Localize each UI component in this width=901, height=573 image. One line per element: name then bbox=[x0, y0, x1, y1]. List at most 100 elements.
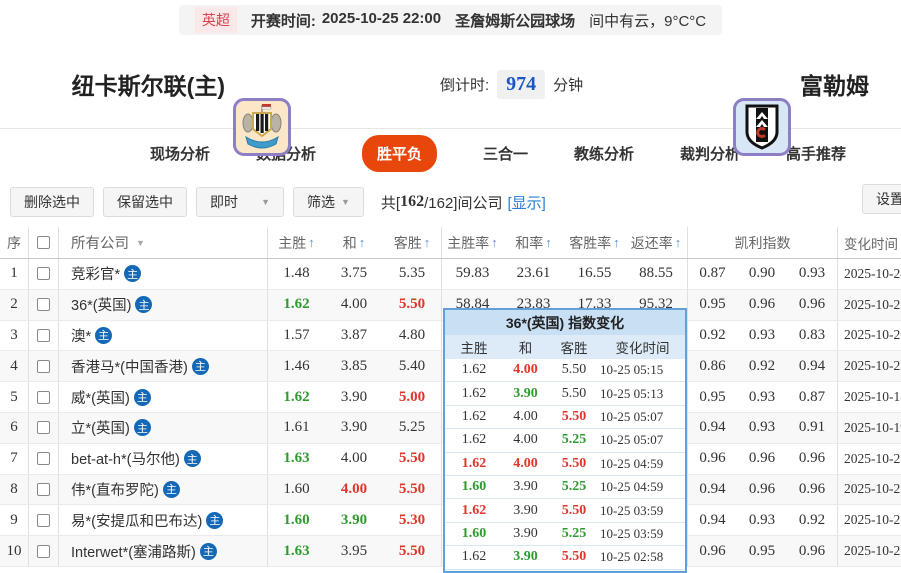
company-cell[interactable]: 威*(英国) 主 bbox=[58, 382, 267, 412]
delete-selected-button[interactable]: 删除选中 bbox=[10, 187, 94, 217]
home-odds: 1.46 bbox=[267, 351, 325, 382]
company-cell[interactable]: Interwet*(塞浦路斯) 主 bbox=[58, 536, 267, 566]
company-cell[interactable]: 香港马*(中国香港) 主 bbox=[58, 351, 267, 382]
sort-up-icon: ↑ bbox=[358, 235, 366, 250]
time-filter-select[interactable]: 即时 ▼ bbox=[196, 187, 284, 217]
kelly-away: 0.92 bbox=[798, 511, 826, 528]
row-checkbox[interactable] bbox=[37, 452, 50, 466]
row-checkbox-cell bbox=[28, 412, 58, 443]
company-cell[interactable]: 竞彩官* 主 bbox=[58, 259, 267, 289]
tab-裁判分析[interactable]: 裁判分析 bbox=[680, 146, 741, 163]
kelly-draw: 0.96 bbox=[748, 450, 776, 467]
row-checkbox[interactable] bbox=[37, 544, 50, 558]
col-away-win[interactable]: 客胜 ↑ bbox=[393, 234, 431, 251]
kelly-draw: 0.93 bbox=[748, 511, 776, 528]
popup-odds-row: 1.62 3.90 5.50 10-25 03:59 bbox=[445, 499, 685, 523]
company-cell[interactable]: 易*(安提瓜和巴布达) 主 bbox=[58, 505, 267, 536]
settings-button[interactable]: 设置 bbox=[862, 184, 901, 214]
companies-total: 162 bbox=[400, 193, 425, 210]
odds-row[interactable]: 5 威*(英国) 主 1.62 3.90 5.00 0.95 0.93 0.87… bbox=[0, 382, 901, 413]
row-checkbox[interactable] bbox=[37, 328, 50, 342]
popup-change-time: 10-25 03:59 bbox=[600, 525, 664, 541]
home-badge-icon: 主 bbox=[133, 388, 151, 406]
tab-三合一[interactable]: 三合一 bbox=[482, 146, 528, 163]
companies-count: 共[162/162]间公司 [显示] bbox=[381, 192, 546, 213]
row-checkbox-cell bbox=[28, 320, 58, 351]
company-cell[interactable]: bet-at-h*(马尔他) 主 bbox=[58, 443, 267, 474]
company-name: 36*(英国) bbox=[71, 298, 132, 315]
company-cell[interactable]: 伟*(直布罗陀) 主 bbox=[58, 474, 267, 505]
tab-教练分析[interactable]: 教练分析 bbox=[574, 146, 635, 163]
home-rate bbox=[441, 412, 503, 443]
kelly-home: 0.96 bbox=[687, 536, 737, 566]
row-checkbox[interactable] bbox=[37, 298, 50, 312]
league-badge[interactable]: 英超 bbox=[194, 7, 237, 33]
tab-胜平负[interactable]: 胜平负 bbox=[361, 135, 437, 172]
kelly-away: 0.96 bbox=[798, 542, 826, 559]
popup-home-odds: 1.62 bbox=[461, 502, 487, 518]
row-checkbox[interactable] bbox=[37, 267, 50, 281]
sort-up-icon: ↑ bbox=[308, 235, 315, 250]
popup-title: 36*(英国) 指数变化 bbox=[445, 310, 685, 335]
company-cell[interactable]: 立*(英国) 主 bbox=[58, 412, 267, 443]
keep-selected-button[interactable]: 保留选中 bbox=[103, 187, 187, 217]
row-checkbox[interactable] bbox=[37, 482, 50, 496]
popup-change-time: 10-25 03:59 bbox=[600, 502, 664, 518]
kelly-away: 0.96 bbox=[798, 480, 826, 497]
row-checkbox[interactable] bbox=[37, 421, 50, 435]
away-odds: 5.35 bbox=[398, 265, 426, 282]
countdown-label: 倒计时: bbox=[440, 76, 490, 94]
col-return-rate[interactable]: 返还率 ↑ bbox=[630, 234, 682, 251]
row-checkbox[interactable] bbox=[37, 390, 50, 404]
draw-odds: 3.90 bbox=[340, 511, 368, 528]
company-cell[interactable]: 澳* 主 bbox=[58, 320, 267, 351]
tab-高手推荐[interactable]: 高手推荐 bbox=[786, 146, 847, 163]
home-rate bbox=[441, 505, 503, 536]
col-away-rate[interactable]: 客胜率 ↑ bbox=[569, 234, 620, 251]
popup-draw-odds: 3.90 bbox=[513, 525, 538, 541]
home-badge-icon: 主 bbox=[135, 296, 153, 314]
popup-body: 1.62 4.00 5.50 10-25 05:15 1.62 3.90 5.5… bbox=[445, 359, 685, 570]
popup-away-odds: 5.50 bbox=[561, 502, 587, 518]
col-home-rate[interactable]: 主胜率 ↑ bbox=[441, 227, 503, 258]
select-all-checkbox[interactable] bbox=[37, 236, 50, 249]
show-link[interactable]: [显示] bbox=[507, 194, 546, 212]
popup-change-time: 10-25 05:07 bbox=[600, 408, 664, 424]
popup-odds-row: 1.62 4.00 5.25 10-25 05:07 bbox=[445, 429, 685, 453]
filter-label: 筛选 bbox=[307, 194, 335, 210]
match-info-strip: 英超 开赛时间: 2025-10-25 22:00 圣詹姆斯公园球场 间中有云，… bbox=[178, 5, 723, 35]
draw-odds: 3.90 bbox=[340, 388, 368, 405]
sort-up-icon: ↑ bbox=[491, 235, 498, 250]
popup-odds-row: 1.60 3.90 5.25 10-25 03:59 bbox=[445, 523, 685, 547]
popup-home-odds: 1.62 bbox=[461, 362, 487, 378]
popup-odds-row: 1.62 4.00 5.50 10-25 05:15 bbox=[445, 359, 685, 383]
row-checkbox[interactable] bbox=[37, 359, 50, 373]
col-company[interactable]: 所有公司 ▼ bbox=[58, 227, 267, 258]
row-index: 3 bbox=[10, 326, 18, 343]
col-home-win[interactable]: 主胜 ↑ bbox=[267, 227, 325, 258]
popup-header: 主胜 和 客胜 变化时间 bbox=[445, 335, 685, 359]
row-index: 9 bbox=[10, 511, 18, 528]
filter-button[interactable]: 筛选 ▼ bbox=[293, 187, 364, 217]
row-index: 7 bbox=[10, 450, 18, 467]
popup-change-time: 10-25 04:59 bbox=[600, 479, 664, 495]
home-odds: 1.63 bbox=[267, 443, 325, 474]
row-checkbox[interactable] bbox=[37, 513, 50, 527]
odds-row[interactable]: 1 竞彩官* 主 1.48 3.75 5.35 59.83 23.61 16.5… bbox=[0, 259, 901, 290]
change-date: 2025-10-23 bbox=[837, 351, 901, 382]
col-draw-rate[interactable]: 和率 ↑ bbox=[515, 234, 552, 251]
tab-现场分析[interactable]: 现场分析 bbox=[149, 146, 210, 163]
row-checkbox-cell bbox=[28, 474, 58, 505]
company-cell[interactable]: 36*(英国) 主 bbox=[58, 289, 267, 320]
countdown-value: 974 bbox=[497, 69, 546, 99]
draw-odds: 4.00 bbox=[340, 296, 368, 313]
popup-col-away: 客胜 bbox=[560, 341, 588, 356]
popup-change-time: 10-25 05:13 bbox=[600, 385, 664, 401]
col-draw[interactable]: 和 ↑ bbox=[342, 234, 366, 251]
fulham-crest-icon bbox=[745, 104, 779, 150]
popup-draw-odds: 4.00 bbox=[513, 408, 538, 424]
home-badge-icon: 主 bbox=[191, 357, 209, 375]
row-index: 4 bbox=[10, 357, 18, 374]
home-odds: 1.48 bbox=[267, 259, 325, 289]
row-index: 1 bbox=[10, 265, 18, 282]
